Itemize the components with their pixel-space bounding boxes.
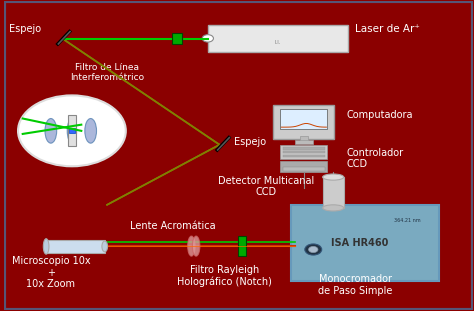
Bar — [281, 109, 328, 129]
Ellipse shape — [85, 118, 97, 143]
Ellipse shape — [67, 118, 77, 143]
Bar — [323, 177, 344, 208]
Text: Espejo: Espejo — [9, 24, 41, 34]
Text: Detector Multicanal
CCD: Detector Multicanal CCD — [219, 175, 315, 197]
Text: Lente Acromática: Lente Acromática — [130, 221, 216, 231]
Text: l.l.: l.l. — [275, 40, 282, 45]
Ellipse shape — [188, 236, 195, 256]
Text: Computadora: Computadora — [346, 110, 412, 120]
Text: 364.21 nm: 364.21 nm — [394, 218, 420, 223]
Bar — [283, 155, 325, 157]
Bar — [238, 236, 246, 256]
Bar — [46, 240, 105, 253]
Bar — [294, 140, 313, 144]
Text: ISA HR460: ISA HR460 — [331, 238, 389, 248]
Text: Filtro de Línea
Interferométrico: Filtro de Línea Interferométrico — [70, 63, 144, 82]
Bar — [283, 147, 325, 150]
Circle shape — [18, 95, 126, 166]
FancyBboxPatch shape — [291, 206, 439, 281]
Text: Laser de Ar⁺: Laser de Ar⁺ — [356, 24, 420, 34]
Ellipse shape — [43, 239, 49, 254]
Bar — [300, 136, 308, 141]
Bar — [68, 115, 76, 146]
Ellipse shape — [45, 118, 57, 143]
Bar — [283, 167, 325, 171]
Text: Filtro Rayleigh
Holográfico (Notch): Filtro Rayleigh Holográfico (Notch) — [177, 265, 272, 287]
Text: Microscopio 10x
+
10x Zoom: Microscopio 10x + 10x Zoom — [11, 256, 90, 289]
Circle shape — [305, 244, 322, 255]
Text: Espejo: Espejo — [234, 137, 266, 146]
Circle shape — [202, 35, 213, 42]
Bar — [172, 34, 182, 44]
Bar — [281, 145, 328, 159]
Text: Monocromador
de Paso Simple: Monocromador de Paso Simple — [318, 274, 392, 296]
Bar — [69, 128, 75, 133]
Ellipse shape — [192, 236, 200, 256]
Text: Controlador
CCD: Controlador CCD — [346, 148, 403, 169]
Circle shape — [309, 246, 318, 253]
Ellipse shape — [102, 241, 108, 252]
Ellipse shape — [323, 205, 344, 211]
FancyBboxPatch shape — [273, 104, 334, 138]
Bar — [281, 161, 328, 173]
Ellipse shape — [323, 174, 344, 180]
Bar — [283, 151, 325, 153]
FancyBboxPatch shape — [208, 25, 348, 52]
